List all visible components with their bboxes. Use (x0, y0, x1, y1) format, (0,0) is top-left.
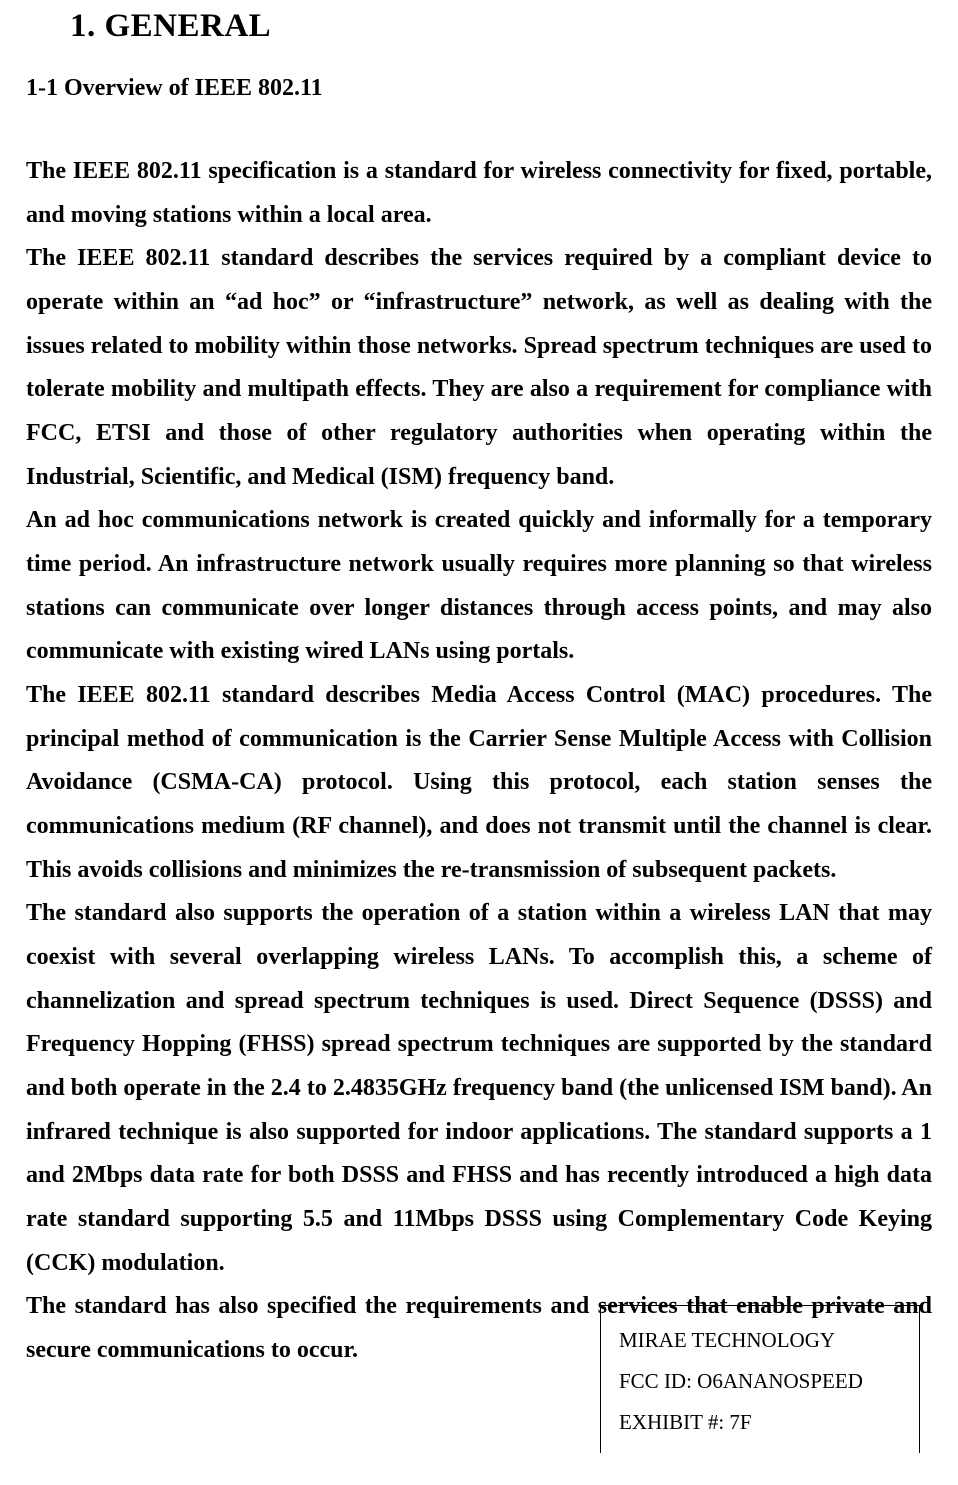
section-heading: 1-1 Overview of IEEE 802.11 (26, 75, 932, 102)
footer-fcc-id: FCC ID: O6ANANOSPEED (619, 1361, 901, 1402)
footer-box: MIRAE TECHNOLOGY FCC ID: O6ANANOSPEED EX… (600, 1305, 920, 1453)
document-page: 1. GENERAL 1-1 Overview of IEEE 802.11 T… (0, 0, 958, 1485)
document-title: 1. GENERAL (70, 8, 932, 45)
body-paragraph: The IEEE 802.11 specification is a stand… (26, 150, 932, 1373)
footer-exhibit: EXHIBIT #: 7F (619, 1402, 901, 1443)
footer-company: MIRAE TECHNOLOGY (619, 1320, 901, 1361)
